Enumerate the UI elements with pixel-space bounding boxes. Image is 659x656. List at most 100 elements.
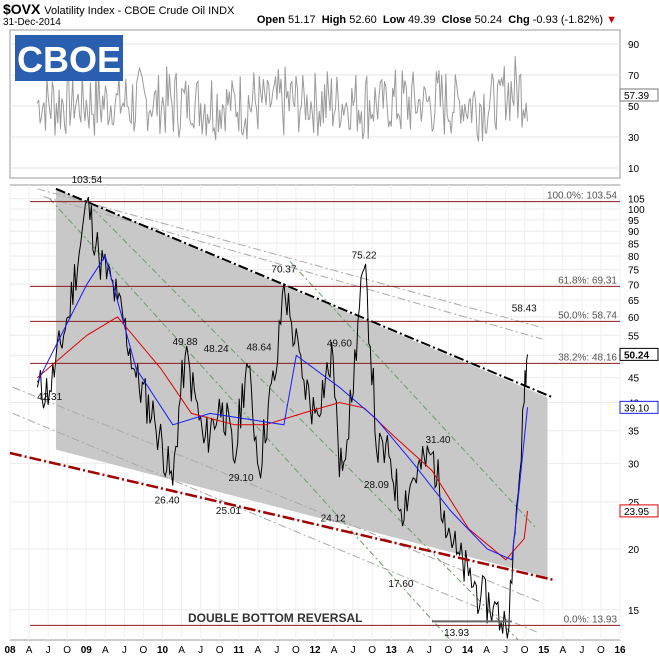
chart-date: 31-Dec-2014	[3, 17, 61, 28]
y-tick-label: 20	[628, 545, 640, 556]
point-label: 28.09	[364, 480, 389, 491]
cboe-logo-text: CBOE	[17, 39, 121, 80]
x-tick-label: J	[579, 645, 584, 656]
y-tick-label: 90	[628, 227, 640, 238]
gray-guide-line	[12, 386, 543, 604]
upper-pane-ticks: 90 70 50 30 10	[628, 40, 640, 175]
y-tick-label: 15	[628, 606, 640, 617]
x-tick-label: J	[274, 645, 279, 656]
upper-last-value-box	[619, 88, 659, 102]
y-tick-label: 80	[628, 252, 640, 263]
upper-tick-label: 10	[628, 164, 640, 175]
right-label-text: 23.95	[624, 507, 649, 518]
y-tick-label: 45	[628, 374, 640, 385]
x-tick-label: J	[503, 645, 508, 656]
point-label: 70.37	[271, 265, 296, 276]
x-tick-label: J	[198, 645, 203, 656]
point-labels: 103.54 42.31 49.88 48.24 48.64 70.37 49.60 75.2…	[37, 175, 537, 639]
point-label: 103.54	[72, 175, 103, 186]
point-label: 31.40	[425, 435, 450, 446]
x-tick-label: O	[445, 645, 453, 656]
x-tick-label: A	[26, 645, 33, 656]
point-label: 49.88	[173, 337, 198, 348]
close-value: 50.24	[474, 14, 503, 26]
point-label: 13.93	[444, 628, 469, 639]
quote-bar: Open 51.17 High 52.60 Low 49.39 Close 50…	[257, 14, 617, 26]
y-tick-label: 75	[628, 266, 640, 277]
y-tick-label: 100	[628, 205, 645, 216]
point-label: 25.01	[216, 506, 241, 517]
point-label: 48.64	[247, 342, 272, 353]
chg-value: -0.93 (-1.82%)	[532, 14, 604, 26]
fib-levels: 100.0%: 103.54 61.8%: 69.31 50.0%: 58.74 38…	[30, 191, 620, 626]
x-tick-label: A	[331, 645, 338, 656]
x-tick-label: O	[521, 645, 529, 656]
x-axis-ticks: 08 A J O 09 A J O 10 A J O 11 A J O 12 A J O 13 A J O 14 A J O 15 A J O…	[4, 645, 626, 656]
x-tick-label: 11	[233, 645, 244, 656]
down-arrow-icon: ▼	[606, 14, 617, 26]
x-tick-label: 16	[614, 645, 626, 656]
point-label: 49.60	[327, 338, 352, 349]
upper-tick-label: 50	[628, 102, 640, 113]
x-tick-label: 12	[309, 645, 321, 656]
fib-label: 50.0%: 58.74	[558, 310, 617, 321]
fib-label: 0.0%: 13.93	[564, 614, 618, 625]
right-label-box	[619, 504, 659, 518]
y-tick-label: 60	[628, 313, 640, 324]
cboe-logo	[15, 35, 123, 81]
x-tick-label: A	[178, 645, 185, 656]
x-tick-label: O	[63, 645, 71, 656]
point-label: 75.22	[352, 251, 377, 262]
fib-label: 61.8%: 69.31	[558, 275, 617, 286]
x-tick-label: 08	[4, 645, 16, 656]
y-tick-label: 65	[628, 296, 640, 307]
gray-guide-line	[43, 196, 543, 340]
x-tick-label: J	[122, 645, 127, 656]
close-label: Close	[441, 14, 472, 26]
y-tick-label: 55	[628, 331, 640, 342]
low-value: 49.39	[407, 14, 436, 26]
x-tick-label: O	[597, 645, 605, 656]
upper-tick-label: 70	[628, 71, 640, 82]
x-tick-label: J	[46, 645, 51, 656]
point-label: 29.10	[228, 473, 253, 484]
point-label: 17.60	[388, 579, 413, 590]
x-tick-label: A	[559, 645, 566, 656]
right-label-text: 50.24	[624, 350, 649, 361]
x-tick-label: 13	[386, 645, 398, 656]
open-value: 51.17	[288, 14, 316, 26]
x-tick-label: O	[292, 645, 300, 656]
point-label: 58.43	[512, 304, 537, 315]
point-label: 42.31	[37, 392, 62, 403]
right-label-box	[619, 347, 659, 361]
support-trendline	[9, 451, 553, 581]
low-label: Low	[382, 14, 405, 26]
pattern-label: DOUBLE BOTTOM REVERSAL	[188, 611, 362, 625]
open-label: Open	[256, 14, 285, 26]
green-guide-line	[289, 261, 538, 530]
x-tick-label: A	[483, 645, 490, 656]
upper-last-value: 57.39	[624, 91, 649, 102]
price-line	[36, 196, 528, 639]
x-tick-label: A	[102, 645, 109, 656]
x-tick-label: 10	[157, 645, 169, 656]
right-label-box	[619, 400, 659, 414]
x-tick-label: A	[254, 645, 261, 656]
x-tick-label: J	[427, 645, 432, 656]
chart-title: $OVX Volatility Index - CBOE Crude Oil I…	[3, 1, 234, 17]
point-label: 26.40	[155, 496, 180, 507]
y-tick-label: 25	[628, 498, 640, 509]
x-tick-label: 09	[81, 645, 93, 656]
x-tick-label: O	[368, 645, 376, 656]
y-tick-label: 95	[628, 216, 640, 227]
x-tick-label: A	[407, 645, 414, 656]
y-tick-label: 30	[628, 459, 640, 470]
green-guide-line	[92, 208, 519, 641]
chg-label: Chg	[508, 14, 530, 26]
point-label: 48.24	[204, 344, 229, 355]
high-label: High	[321, 14, 347, 26]
upper-tick-label: 30	[628, 133, 640, 144]
ma-fast-line	[36, 254, 528, 561]
high-value: 52.60	[349, 14, 377, 26]
ma-slow-line	[36, 316, 528, 561]
